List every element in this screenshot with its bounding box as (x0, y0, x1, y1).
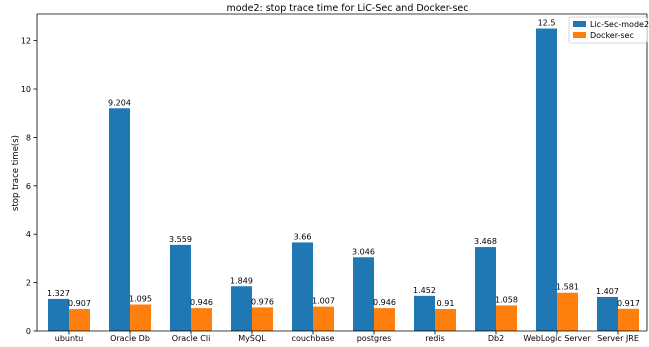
bar-lic-sec-2 (170, 245, 191, 331)
y-tick-label: 12 (21, 37, 31, 46)
bar-value-label: 1.007 (312, 297, 335, 306)
x-tick-label: MySQL (238, 334, 266, 343)
x-tick-label: Server JRE (597, 334, 639, 343)
bar-value-label: 0.976 (251, 297, 274, 306)
x-tick-label: redis (425, 334, 445, 343)
bar-value-label: 1.095 (129, 295, 152, 304)
y-tick-label: 6 (26, 182, 31, 191)
y-tick-label: 10 (21, 85, 31, 94)
legend-swatch-docker-sec (573, 32, 586, 38)
bar-docker-sec-5 (374, 308, 395, 331)
x-tick-label: ubuntu (55, 334, 84, 343)
bar-value-label: 0.907 (68, 299, 91, 308)
bar-value-label: 9.204 (108, 98, 131, 107)
bar-lic-sec-4 (292, 242, 313, 331)
x-tick-label: couchbase (292, 334, 335, 343)
legend-swatch-lic-sec (573, 21, 586, 27)
bar-lic-sec-0 (48, 299, 69, 331)
legend: Lic-Sec-mode2 Docker-sec (569, 17, 649, 43)
y-axis-label: stop trace time(s) (11, 135, 21, 211)
bar-value-label: 0.946 (190, 298, 213, 307)
bar-lic-sec-3 (231, 286, 252, 331)
y-tick-label: 8 (26, 133, 31, 142)
bar-lic-sec-1 (109, 108, 130, 331)
legend-label: Docker-sec (590, 31, 634, 40)
bar-lic-sec-7 (475, 247, 496, 331)
x-tick-label: WebLogic Server (523, 334, 591, 343)
y-tick-label: 0 (26, 327, 31, 336)
x-tick-label: postgres (357, 334, 392, 343)
bar-value-label: 3.66 (294, 232, 312, 241)
bar-value-label: 1.849 (230, 276, 253, 285)
bar-docker-sec-6 (435, 309, 456, 331)
bar-value-label: 3.046 (352, 247, 375, 256)
bar-lic-sec-9 (597, 297, 618, 331)
bar-value-label: 1.452 (413, 286, 436, 295)
x-tick-label: Oracle Cli (172, 334, 211, 343)
bar-value-label: 1.581 (556, 283, 579, 292)
chart-title: mode2: stop trace time for LiC-Sec and D… (227, 3, 469, 14)
bar-docker-sec-3 (252, 307, 273, 331)
bar-lic-sec-8 (536, 29, 557, 331)
legend-label: Lic-Sec-mode2 (590, 20, 649, 29)
y-tick-label: 2 (26, 279, 31, 288)
bar-docker-sec-1 (130, 305, 151, 331)
bar-lic-sec-6 (414, 296, 435, 331)
bar-value-label: 1.327 (47, 289, 70, 298)
bar-value-label: 1.058 (495, 295, 518, 304)
x-tick-label: Oracle Db (110, 334, 150, 343)
bar-value-label: 0.91 (437, 299, 455, 308)
x-tick-label: Db2 (488, 334, 504, 343)
bar-docker-sec-4 (313, 307, 334, 331)
bar-docker-sec-2 (191, 308, 212, 331)
y-tick-label: 4 (26, 230, 31, 239)
bar-docker-sec-9 (618, 309, 639, 331)
bar-docker-sec-8 (557, 293, 578, 331)
bar-lic-sec-5 (353, 257, 374, 331)
bar-value-label: 0.917 (617, 299, 640, 308)
bar-docker-sec-7 (496, 305, 517, 331)
bar-value-label: 3.559 (169, 235, 192, 244)
bar-value-label: 3.468 (474, 237, 497, 246)
bar-value-label: 12.5 (538, 19, 556, 28)
bar-docker-sec-0 (69, 309, 90, 331)
bar-value-label: 1.407 (596, 287, 619, 296)
bar-value-label: 0.946 (373, 298, 396, 307)
bars-layer (48, 29, 639, 331)
